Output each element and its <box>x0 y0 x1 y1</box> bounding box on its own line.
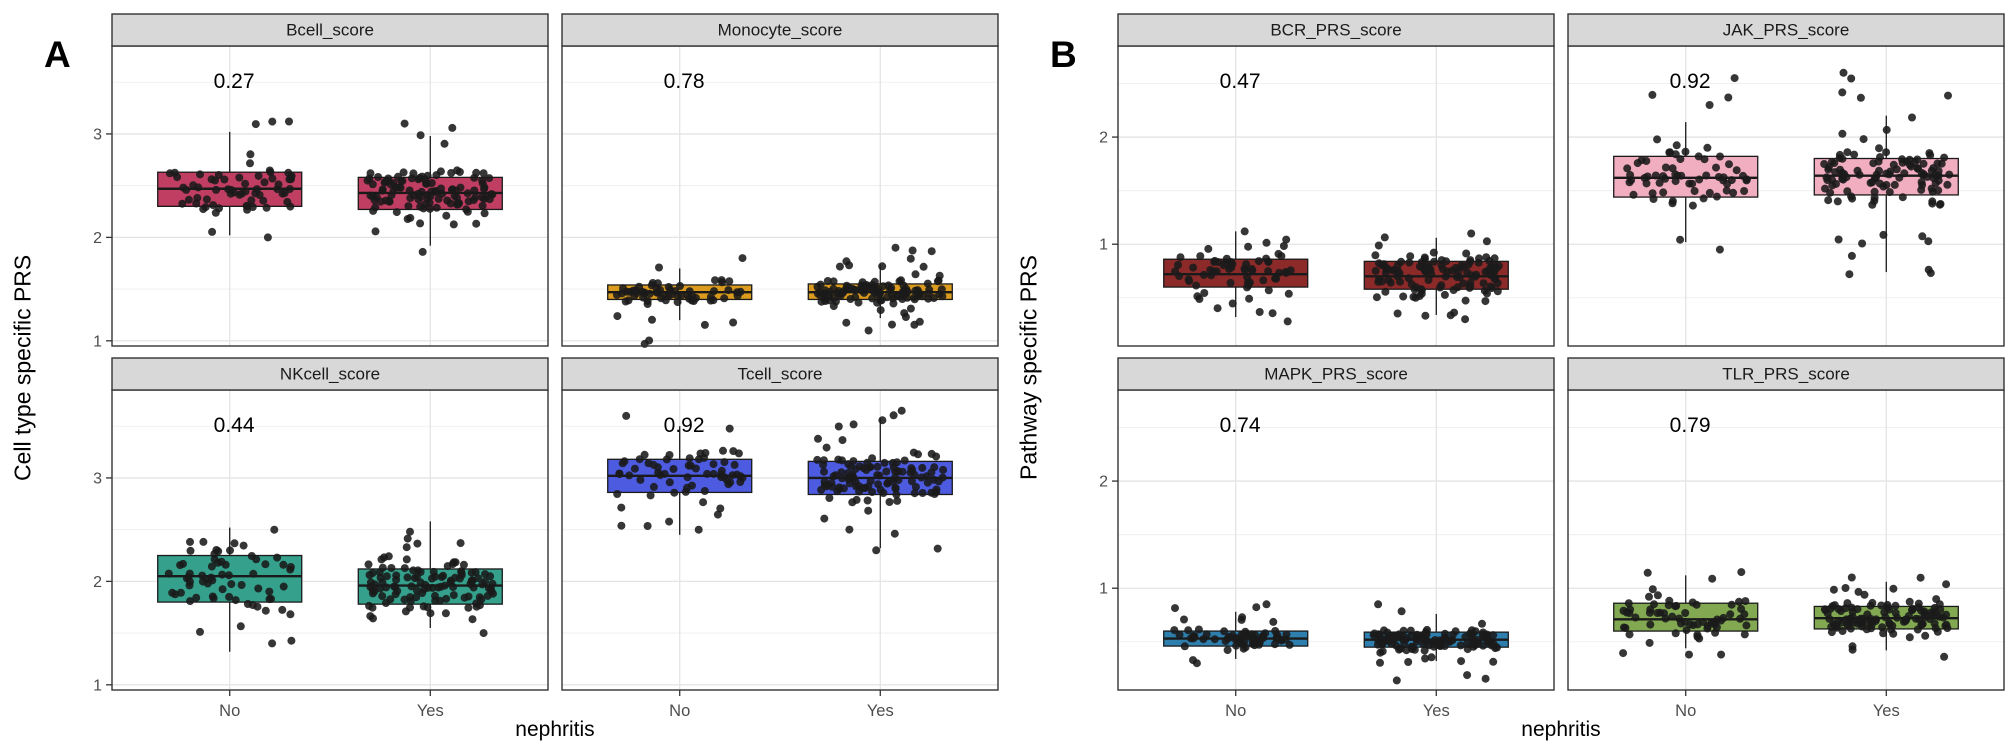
facet-title: Monocyte_score <box>718 21 843 40</box>
facet-title: Tcell_score <box>737 365 822 384</box>
p-value-label: 0.44 <box>214 414 255 437</box>
panel-b-y-axis-title: Pathway specific PRS <box>1015 255 1042 481</box>
jitter-points-Yes <box>364 527 497 638</box>
x-tick-label: No <box>669 702 690 720</box>
jitter-points-Yes <box>813 243 947 335</box>
y-tick-label: 1 <box>1099 237 1108 254</box>
y-tick-label: 2 <box>1099 474 1108 491</box>
facet-MAPK_PRS_score: MAPK_PRS_score 0.74 1 2 No Yes <box>1099 357 1555 720</box>
x-tick-label: No <box>1225 702 1246 720</box>
facet-title: BCR_PRS_score <box>1270 21 1401 40</box>
panel-a-x-axis-title: nephritis <box>515 718 595 741</box>
x-tick-label: Yes <box>867 702 894 720</box>
facet-strip <box>561 357 999 391</box>
y-tick-label: 2 <box>93 574 102 591</box>
panel-a-label: A <box>44 34 71 75</box>
facet-Monocyte_score: Monocyte_score 0.78 <box>561 13 999 348</box>
jitter-points-No <box>613 411 747 534</box>
jitter-points-No <box>612 254 747 348</box>
jitter-points-No <box>164 525 296 648</box>
p-value-label: 0.92 <box>664 414 705 437</box>
facet-title: Bcell_score <box>286 21 374 40</box>
facet-strip <box>111 13 549 47</box>
y-tick-label: 3 <box>93 470 102 487</box>
y-tick-label: 1 <box>93 677 102 694</box>
y-tick-label: 1 <box>1099 581 1108 598</box>
facet-TLR_PRS_score: TLR_PRS_score 0.79 No Yes <box>1567 357 2005 720</box>
jitter-points-No <box>1170 600 1294 668</box>
facet-Bcell_score: Bcell_score 0.27 1 2 3 <box>93 13 549 350</box>
p-value-label: 0.79 <box>1670 414 1711 437</box>
jitter-points-Yes <box>1371 229 1503 324</box>
jitter-points-Yes <box>813 406 948 555</box>
y-tick-label: 2 <box>1099 130 1108 147</box>
facet-JAK_PRS_score: JAK_PRS_score 0.92 <box>1567 13 2005 347</box>
facet-title: MAPK_PRS_score <box>1264 365 1408 384</box>
facet-strip <box>1117 357 1555 391</box>
facet-NKcell_score: NKcell_score 0.44 1 2 3 No Yes <box>93 357 549 720</box>
x-tick-label: Yes <box>1423 702 1450 720</box>
jitter-points-Yes <box>1820 68 1954 279</box>
jitter-points-No <box>1623 74 1751 254</box>
facet-BCR_PRS_score: BCR_PRS_score 0.47 1 2 <box>1099 13 1555 347</box>
panel-a-y-axis-title: Cell type specific PRS <box>9 254 36 482</box>
facet-strip <box>1117 13 1555 47</box>
x-tick-label: No <box>219 702 240 720</box>
jitter-points-No <box>1171 227 1295 326</box>
panel-B: BCR_PRS_score 0.47 1 2 JAK_PRS_score 0.92 MAPK… <box>1099 13 2005 720</box>
facet-Tcell_score: Tcell_score 0.92 No Yes <box>561 357 999 720</box>
facet-title: NKcell_score <box>280 365 380 384</box>
facet-strip <box>111 357 549 391</box>
y-tick-label: 2 <box>93 230 102 247</box>
jitter-points-No <box>165 117 296 242</box>
p-value-label: 0.78 <box>664 70 705 93</box>
x-tick-label: Yes <box>417 702 444 720</box>
jitter-points-Yes <box>1820 573 1952 661</box>
panel-b-label: B <box>1050 34 1077 75</box>
facet-strip <box>1567 13 2005 47</box>
panel-A: Bcell_score 0.27 1 2 3 Monocyte_score 0.78 NKce… <box>93 13 999 720</box>
p-value-label: 0.92 <box>1670 70 1711 93</box>
facet-strip <box>1567 357 2005 391</box>
facet-title: JAK_PRS_score <box>1723 21 1850 40</box>
x-tick-label: No <box>1675 702 1696 720</box>
y-tick-label: 3 <box>93 126 102 143</box>
jitter-points-No <box>1619 568 1751 659</box>
jitter-points-Yes <box>363 119 497 256</box>
x-tick-label: Yes <box>1873 702 1900 720</box>
panel-b-x-axis-title: nephritis <box>1521 718 1601 741</box>
p-value-label: 0.27 <box>214 70 255 93</box>
jitter-points-Yes <box>1369 600 1501 685</box>
p-value-label: 0.74 <box>1220 414 1261 437</box>
facet-title: TLR_PRS_score <box>1722 365 1850 384</box>
y-tick-label: 1 <box>93 333 102 350</box>
p-value-label: 0.47 <box>1220 70 1261 93</box>
facet-strip <box>561 13 999 47</box>
